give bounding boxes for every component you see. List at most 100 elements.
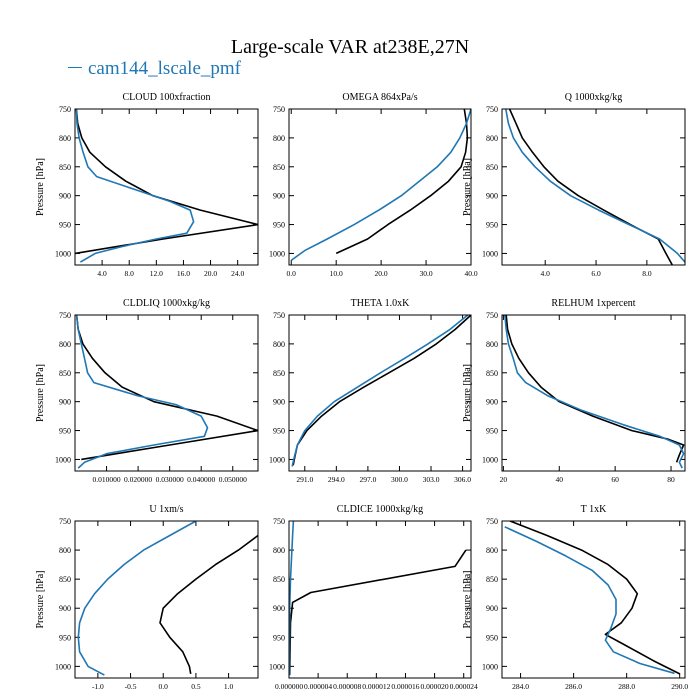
x-tick-label: 0.000020 bbox=[421, 682, 449, 691]
chart-panel: CLDLIQ 1000xkg/kg Pressure [hPa] 750 800 850… bbox=[35, 298, 259, 484]
y-tick-label: 850 bbox=[486, 163, 498, 172]
y-tick-label: 950 bbox=[273, 633, 285, 642]
y-tick-label: 900 bbox=[486, 398, 498, 407]
chart-panel: RELHUM 1xpercent Pressure [hPa] 750 800 850 9… bbox=[462, 298, 686, 484]
y-axis-label: Pressure [hPa] bbox=[462, 158, 473, 216]
panel-frame bbox=[288, 520, 472, 679]
reference-series-line bbox=[505, 315, 685, 463]
y-tick-label: 850 bbox=[59, 575, 71, 584]
x-tick-label: -1.0 bbox=[92, 682, 104, 691]
x-tick-label: 8.0 bbox=[642, 269, 652, 278]
panel-title: RELHUM 1xpercent bbox=[551, 298, 635, 309]
chart-panel: Q 1000xkg/kg Pressure [hPa] 750 800 850 900 95… bbox=[462, 92, 686, 278]
x-tick-label: 0.000016 bbox=[391, 682, 419, 691]
y-tick-label: 800 bbox=[486, 134, 498, 143]
x-tick-label: 294.0 bbox=[328, 475, 345, 484]
model-series-line bbox=[504, 526, 675, 675]
y-tick-label: 950 bbox=[59, 221, 71, 230]
model-series-line bbox=[291, 315, 469, 467]
panel-title: OMEGA 864xPa/s bbox=[342, 92, 417, 103]
y-tick-label: 850 bbox=[59, 369, 71, 378]
y-tick-label: 900 bbox=[59, 604, 71, 613]
chart-panel: T 1xK Pressure [hPa] 750 800 850 900 950 1000 28… bbox=[462, 504, 688, 691]
x-tick-label: 306.0 bbox=[454, 475, 471, 484]
y-tick-label: 900 bbox=[273, 192, 285, 201]
y-tick-label: 750 bbox=[486, 311, 498, 320]
y-tick-label: 950 bbox=[273, 221, 285, 230]
y-tick-label: 750 bbox=[273, 311, 285, 320]
reference-series-line bbox=[289, 549, 467, 676]
y-tick-label: 850 bbox=[59, 163, 71, 172]
y-tick-label: 800 bbox=[273, 546, 285, 555]
panel-title: T 1xK bbox=[581, 504, 607, 515]
reference-series-line bbox=[509, 521, 681, 675]
y-axis-label: Pressure [hPa] bbox=[462, 570, 473, 628]
x-tick-label: 12.0 bbox=[150, 269, 163, 278]
y-tick-label: 800 bbox=[273, 340, 285, 349]
reference-series-line bbox=[508, 109, 674, 265]
x-tick-label: 300.0 bbox=[391, 475, 408, 484]
x-tick-label: 0.0 bbox=[287, 269, 297, 278]
chart-panel: CLOUD 100xfraction Pressure [hPa] 750 800 85… bbox=[35, 92, 259, 278]
x-tick-label: 20 bbox=[500, 475, 508, 484]
legend-label: cam144_lscale_pmf bbox=[88, 58, 242, 79]
y-tick-label: 750 bbox=[273, 517, 285, 526]
y-axis-label: Pressure [hPa] bbox=[35, 158, 46, 216]
x-tick-label: 0.020000 bbox=[124, 475, 152, 484]
model-series-line bbox=[504, 315, 685, 469]
x-tick-label: -0.5 bbox=[125, 682, 137, 691]
y-tick-label: 750 bbox=[59, 105, 71, 114]
x-tick-label: 4.0 bbox=[541, 269, 551, 278]
x-tick-label: 0.0 bbox=[159, 682, 169, 691]
reference-series-line bbox=[335, 109, 469, 255]
y-tick-label: 950 bbox=[273, 427, 285, 436]
chart-panel: CLDICE 1000xkg/kg 750 800 850 900 950 1000 0.00… bbox=[269, 504, 478, 691]
x-tick-label: 16.0 bbox=[177, 269, 190, 278]
y-tick-label: 900 bbox=[273, 398, 285, 407]
x-tick-label: 30.0 bbox=[419, 269, 432, 278]
x-tick-label: 80 bbox=[667, 475, 675, 484]
x-tick-label: 0.000012 bbox=[362, 682, 390, 691]
y-axis-label: Pressure [hPa] bbox=[462, 364, 473, 422]
model-series-line bbox=[75, 109, 195, 263]
x-tick-label: 284.0 bbox=[512, 682, 529, 691]
y-tick-label: 800 bbox=[59, 134, 71, 143]
x-tick-label: 288.0 bbox=[618, 682, 635, 691]
panel-title: Q 1000xkg/kg bbox=[565, 92, 623, 103]
y-tick-label: 950 bbox=[486, 427, 498, 436]
y-tick-label: 950 bbox=[486, 221, 498, 230]
x-tick-label: 0.000000 bbox=[275, 682, 303, 691]
reference-series-line bbox=[75, 315, 258, 461]
y-axis-label: Pressure [hPa] bbox=[35, 364, 46, 422]
model-series-line bbox=[290, 109, 471, 262]
model-series-line bbox=[77, 521, 197, 676]
x-tick-label: 20.0 bbox=[375, 269, 388, 278]
y-tick-label: 850 bbox=[273, 369, 285, 378]
x-tick-label: 286.0 bbox=[565, 682, 582, 691]
x-tick-label: 303.0 bbox=[423, 475, 440, 484]
model-series-line bbox=[75, 315, 209, 469]
panel-frame bbox=[74, 108, 259, 266]
panel-frame bbox=[288, 108, 472, 266]
x-tick-label: 8.0 bbox=[125, 269, 135, 278]
model-series-line bbox=[505, 109, 685, 263]
y-tick-label: 1000 bbox=[269, 455, 285, 464]
y-tick-label: 750 bbox=[486, 105, 498, 114]
y-tick-label: 750 bbox=[59, 311, 71, 320]
y-tick-label: 800 bbox=[273, 134, 285, 143]
y-tick-label: 900 bbox=[59, 192, 71, 201]
x-tick-label: 0.000008 bbox=[333, 682, 361, 691]
x-tick-label: 4.0 bbox=[97, 269, 107, 278]
y-tick-label: 850 bbox=[486, 575, 498, 584]
y-tick-label: 750 bbox=[59, 517, 71, 526]
reference-series-line bbox=[75, 109, 258, 255]
y-tick-label: 1000 bbox=[269, 249, 285, 258]
y-tick-label: 1000 bbox=[482, 455, 498, 464]
y-tick-label: 850 bbox=[486, 369, 498, 378]
y-tick-label: 800 bbox=[59, 546, 71, 555]
y-tick-label: 1000 bbox=[55, 662, 71, 671]
y-tick-label: 1000 bbox=[482, 249, 498, 258]
y-tick-label: 800 bbox=[59, 340, 71, 349]
y-tick-label: 950 bbox=[59, 633, 71, 642]
